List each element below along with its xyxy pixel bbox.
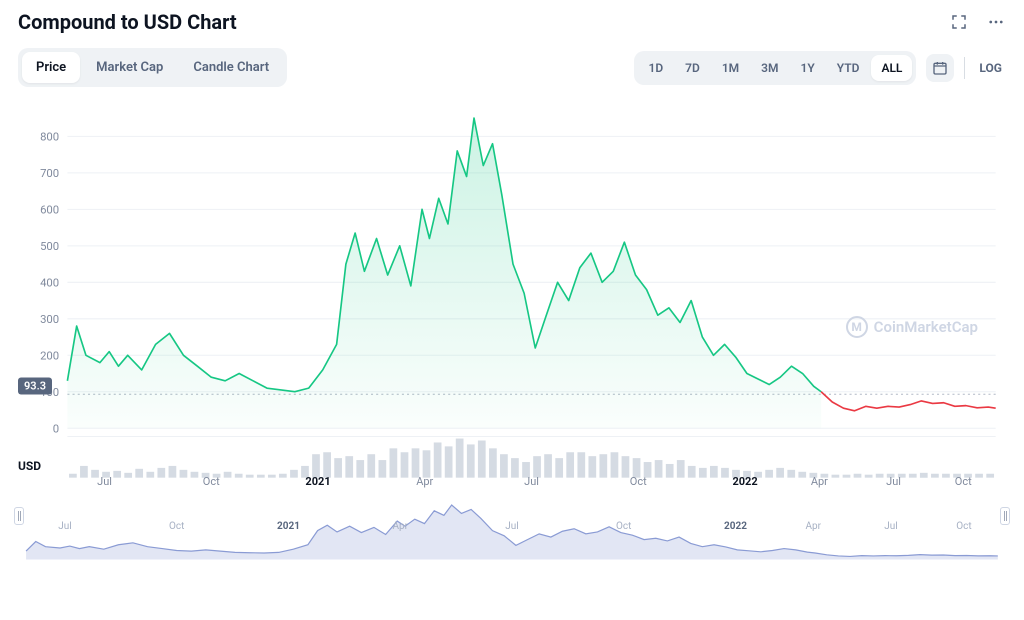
range-tab-all[interactable]: ALL [871, 55, 912, 81]
watermark-text: CoinMarketCap [874, 318, 978, 336]
mini-x-tick: Apr [392, 521, 408, 532]
mini-x-tick: Jul [505, 521, 518, 532]
log-toggle[interactable]: LOG [975, 55, 1006, 81]
x-tick: 2022 [732, 475, 757, 488]
svg-text:200: 200 [40, 348, 59, 362]
mini-x-tick: Oct [956, 521, 971, 532]
svg-text:700: 700 [40, 166, 59, 180]
coinmarketcap-watermark: M CoinMarketCap [846, 316, 978, 338]
range-tab-1m[interactable]: 1M [712, 55, 749, 81]
x-tick: Jul [524, 475, 539, 488]
range-tab-1y[interactable]: 1Y [791, 55, 825, 81]
x-tick: Oct [630, 475, 647, 488]
svg-text:400: 400 [40, 275, 59, 289]
range-tab-1d[interactable]: 1D [638, 55, 673, 81]
range-tab-3m[interactable]: 3M [751, 55, 788, 81]
view-tabs: PriceMarket CapCandle Chart [18, 48, 287, 87]
x-tick: Jul [886, 475, 901, 488]
x-tick: Oct [955, 475, 972, 488]
mini-x-tick: Jul [58, 521, 71, 532]
range-tab-7d[interactable]: 7D [675, 55, 710, 81]
divider [964, 57, 965, 79]
currency-label: USD [18, 459, 41, 473]
svg-text:300: 300 [40, 312, 59, 326]
x-tick: 2021 [305, 475, 330, 488]
chart-header: Compound to USD Chart [18, 10, 1006, 34]
mini-x-tick: 2022 [724, 521, 747, 532]
chart-title: Compound to USD Chart [18, 10, 237, 34]
x-tick: Jul [97, 475, 112, 488]
price-chart[interactable]: 0100200300400500600700800 93.3 USD M Coi… [18, 101, 1006, 471]
view-tab-candle-chart[interactable]: Candle Chart [179, 52, 283, 83]
fullscreen-icon[interactable] [950, 13, 968, 31]
calendar-icon[interactable] [926, 54, 954, 82]
more-icon[interactable] [986, 13, 1006, 31]
x-tick: Apr [811, 475, 828, 488]
cmc-logo-icon: M [846, 316, 868, 338]
mini-x-tick: Oct [616, 521, 631, 532]
mini-x-tick: 2021 [277, 521, 300, 532]
x-tick: Apr [416, 475, 433, 488]
range-tabs: 1D7D1M3M1YYTDALL [634, 51, 916, 85]
range-tab-ytd[interactable]: YTD [827, 55, 870, 81]
x-tick: Oct [203, 475, 220, 488]
current-price-badge: 93.3 [18, 377, 52, 394]
mini-x-axis: Jul Oct 2021 Apr Jul Oct 2022 Apr Jul Oct [18, 521, 1006, 537]
mini-x-tick: Apr [805, 521, 821, 532]
svg-text:800: 800 [40, 129, 59, 143]
svg-text:0: 0 [53, 421, 59, 435]
mini-x-tick: Oct [169, 521, 184, 532]
svg-text:500: 500 [40, 239, 59, 253]
range-slider[interactable]: Jul Oct 2021 Apr Jul Oct 2022 Apr Jul Oct [18, 501, 1006, 565]
view-tab-price[interactable]: Price [22, 52, 80, 83]
svg-text:600: 600 [40, 202, 59, 216]
mini-x-tick: Jul [884, 521, 897, 532]
view-tab-market-cap[interactable]: Market Cap [82, 52, 177, 83]
x-axis: Jul Oct 2021 Apr Jul Oct 2022 Apr Jul Oct [18, 475, 1006, 493]
